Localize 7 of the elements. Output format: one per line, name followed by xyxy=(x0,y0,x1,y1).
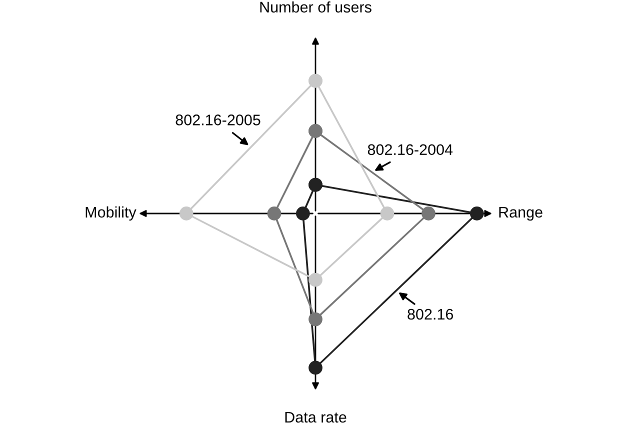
series-label: 802.16-2004 xyxy=(368,144,453,156)
series-label: 802.16 xyxy=(408,308,454,320)
spoke-label: Range xyxy=(499,206,542,221)
spoke-label: Number of users xyxy=(260,1,372,13)
spoke-label: Mobility xyxy=(86,206,136,221)
series-label: 802.16-2005 xyxy=(176,114,260,126)
spoke-label: Data rate xyxy=(285,412,346,423)
